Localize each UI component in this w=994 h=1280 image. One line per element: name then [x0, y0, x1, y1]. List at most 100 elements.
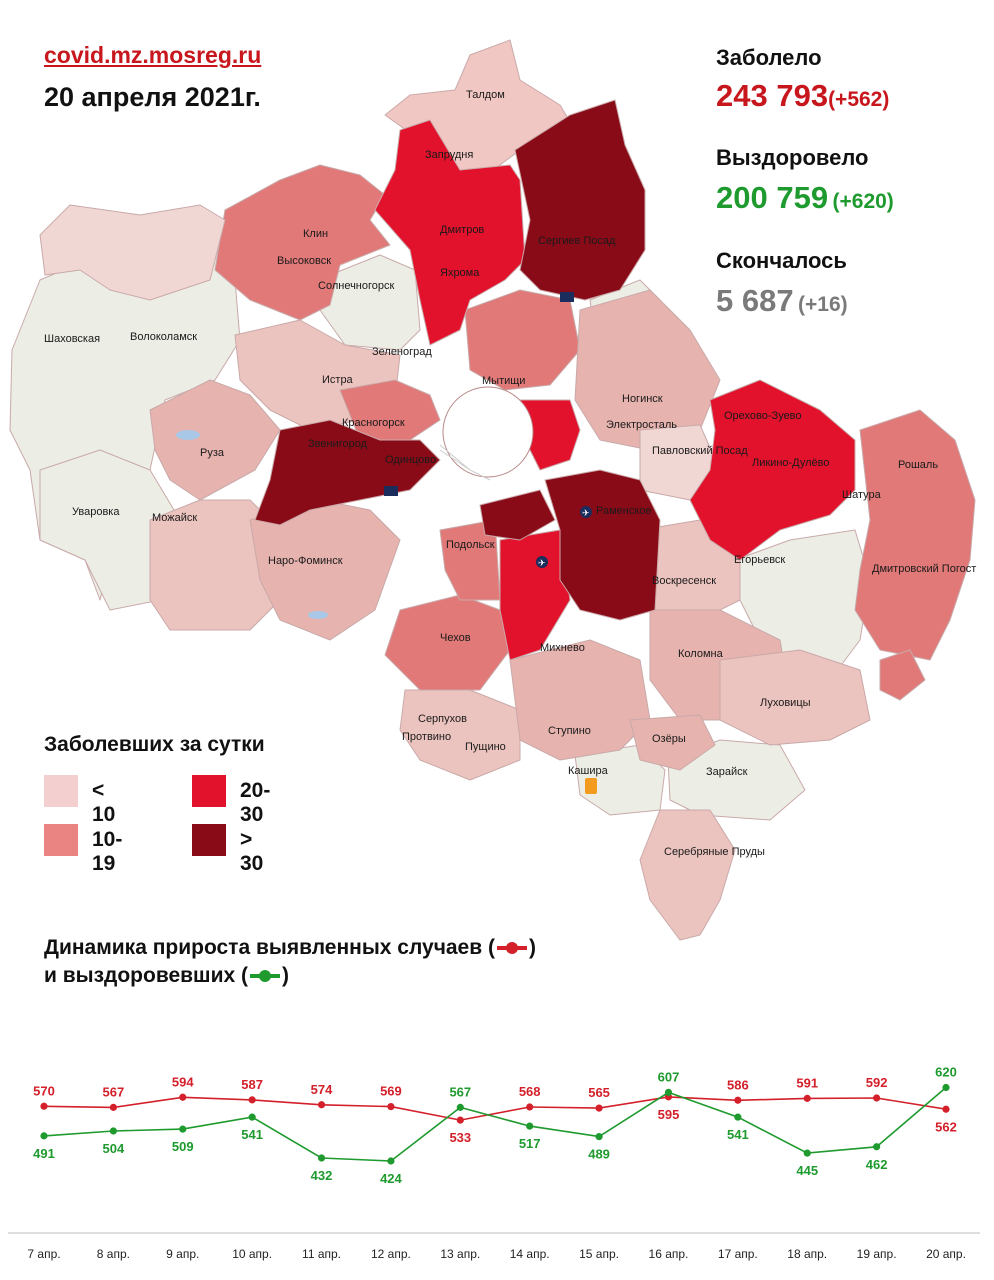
x-tick-label: 18 апр.: [787, 1247, 827, 1261]
data-label: 445: [796, 1163, 818, 1178]
town-label: Ногинск: [622, 393, 663, 405]
data-label: 541: [241, 1127, 263, 1142]
data-label: 509: [172, 1139, 194, 1154]
died-delta: (+16): [798, 293, 848, 316]
data-label: 591: [796, 1075, 818, 1090]
region-stupino: [509, 639, 651, 761]
data-label: 620: [935, 1065, 957, 1080]
region-solnechnogorsk: [319, 254, 421, 351]
region-lyubertsy: [479, 489, 556, 541]
legend-swatch: [44, 824, 78, 856]
series-line: [43, 1086, 947, 1162]
region-shatura: [854, 409, 976, 661]
data-label: 607: [658, 1069, 680, 1084]
data-point: [526, 1122, 534, 1130]
town-label: Пущино: [465, 741, 506, 753]
town-label: Серпухов: [418, 713, 467, 725]
data-point: [734, 1113, 742, 1121]
x-tick-label: 17 апр.: [718, 1247, 758, 1261]
report-date: 20 апреля 2021г.: [44, 82, 261, 112]
town-label: Шаховская: [44, 333, 100, 345]
town-label: Ликино-Дулёво: [752, 457, 830, 469]
data-point: [595, 1133, 603, 1141]
airport-icon: [384, 486, 398, 496]
data-label: 424: [380, 1171, 402, 1186]
town-label: Коломна: [678, 648, 724, 660]
x-tick-label: 19 апр.: [857, 1247, 897, 1261]
town-label: Высоковск: [277, 255, 331, 267]
region-map: Талдом Запрудня Дмитров Яхрома Сергиев П…: [9, 39, 976, 941]
green-series-marker-icon: [249, 970, 280, 982]
town-label: Можайск: [152, 512, 197, 524]
data-point: [942, 1105, 950, 1113]
airport-icon: [560, 292, 574, 302]
data-point: [40, 1102, 48, 1110]
data-label: 491: [33, 1146, 55, 1161]
region-zaraisk: [667, 739, 806, 821]
town-label: Дмитровский Погост: [872, 563, 976, 575]
data-point: [526, 1103, 534, 1111]
x-tick-label: 15 апр.: [579, 1247, 619, 1261]
dynamics-title-line1: Динамика прироста выявленных случаев (): [44, 936, 536, 960]
lake-icon: [176, 430, 200, 440]
legend-swatch: [44, 775, 78, 807]
x-tick-label: 12 апр.: [371, 1247, 411, 1261]
close-paren: ): [528, 936, 536, 959]
data-label: 568: [519, 1084, 541, 1099]
legend-title: Заболевших за сутки: [44, 733, 265, 756]
region-volokolamsk: [39, 204, 226, 301]
data-label: 567: [449, 1084, 471, 1099]
power-plant-icon: [585, 778, 597, 794]
data-point: [387, 1103, 395, 1111]
data-label: 533: [449, 1130, 471, 1145]
data-point: [803, 1149, 811, 1157]
town-label: Серебряные Пруды: [664, 846, 765, 858]
recovered-value: 200 759: [716, 180, 829, 215]
region-serpukhov: [399, 689, 521, 781]
data-label: 587: [241, 1077, 263, 1092]
moscow-hole: [442, 386, 534, 478]
infected-label: Заболело: [716, 45, 822, 70]
data-label: 562: [935, 1119, 957, 1134]
infected-delta: (+562): [828, 88, 890, 111]
site-link[interactable]: covid.mz.mosreg.ru: [44, 42, 262, 68]
dynamics-title-text: и выздоровевших (: [44, 964, 248, 987]
town-label: Дмитров: [440, 224, 484, 236]
town-label: Воскресенск: [652, 575, 716, 587]
region-serebprudy: [639, 809, 736, 941]
data-label: 595: [658, 1107, 680, 1122]
town-label: Шатура: [842, 489, 882, 501]
legend-swatch: [192, 775, 226, 807]
data-point: [873, 1143, 881, 1151]
data-point: [873, 1094, 881, 1102]
data-point: [40, 1132, 48, 1140]
x-tick-label: 10 апр.: [232, 1247, 272, 1261]
legend-label: < 10: [92, 779, 116, 826]
recovered-label: Выздоровело: [716, 145, 869, 170]
series-line: [43, 1096, 947, 1121]
dynamics-title-line2: и выздоровевших (): [44, 964, 289, 988]
data-label: 504: [103, 1141, 125, 1156]
town-label: Протвино: [402, 731, 451, 743]
data-point: [317, 1154, 326, 1162]
town-label: Яхрома: [440, 267, 480, 279]
data-label: 570: [33, 1083, 55, 1098]
region-ruza: [149, 379, 281, 501]
town-label: Красногорск: [342, 417, 405, 429]
lake-icon: [308, 611, 328, 619]
close-paren: ): [281, 964, 289, 987]
town-label: Солнечногорск: [318, 280, 394, 292]
data-point: [248, 1096, 256, 1104]
data-point: [664, 1088, 673, 1096]
data-label: 462: [866, 1157, 888, 1172]
data-point: [109, 1103, 117, 1111]
svg-text:✈: ✈: [538, 558, 546, 568]
town-label: Зарайск: [706, 766, 748, 778]
town-label: Озёры: [652, 733, 686, 745]
town-label: Талдом: [466, 89, 505, 101]
x-tick-label: 8 апр.: [97, 1247, 130, 1261]
town-label: Луховицы: [760, 697, 811, 709]
airport-icon: ✈: [580, 506, 592, 518]
data-label: 565: [588, 1085, 610, 1100]
x-tick-label: 13 апр.: [440, 1247, 480, 1261]
